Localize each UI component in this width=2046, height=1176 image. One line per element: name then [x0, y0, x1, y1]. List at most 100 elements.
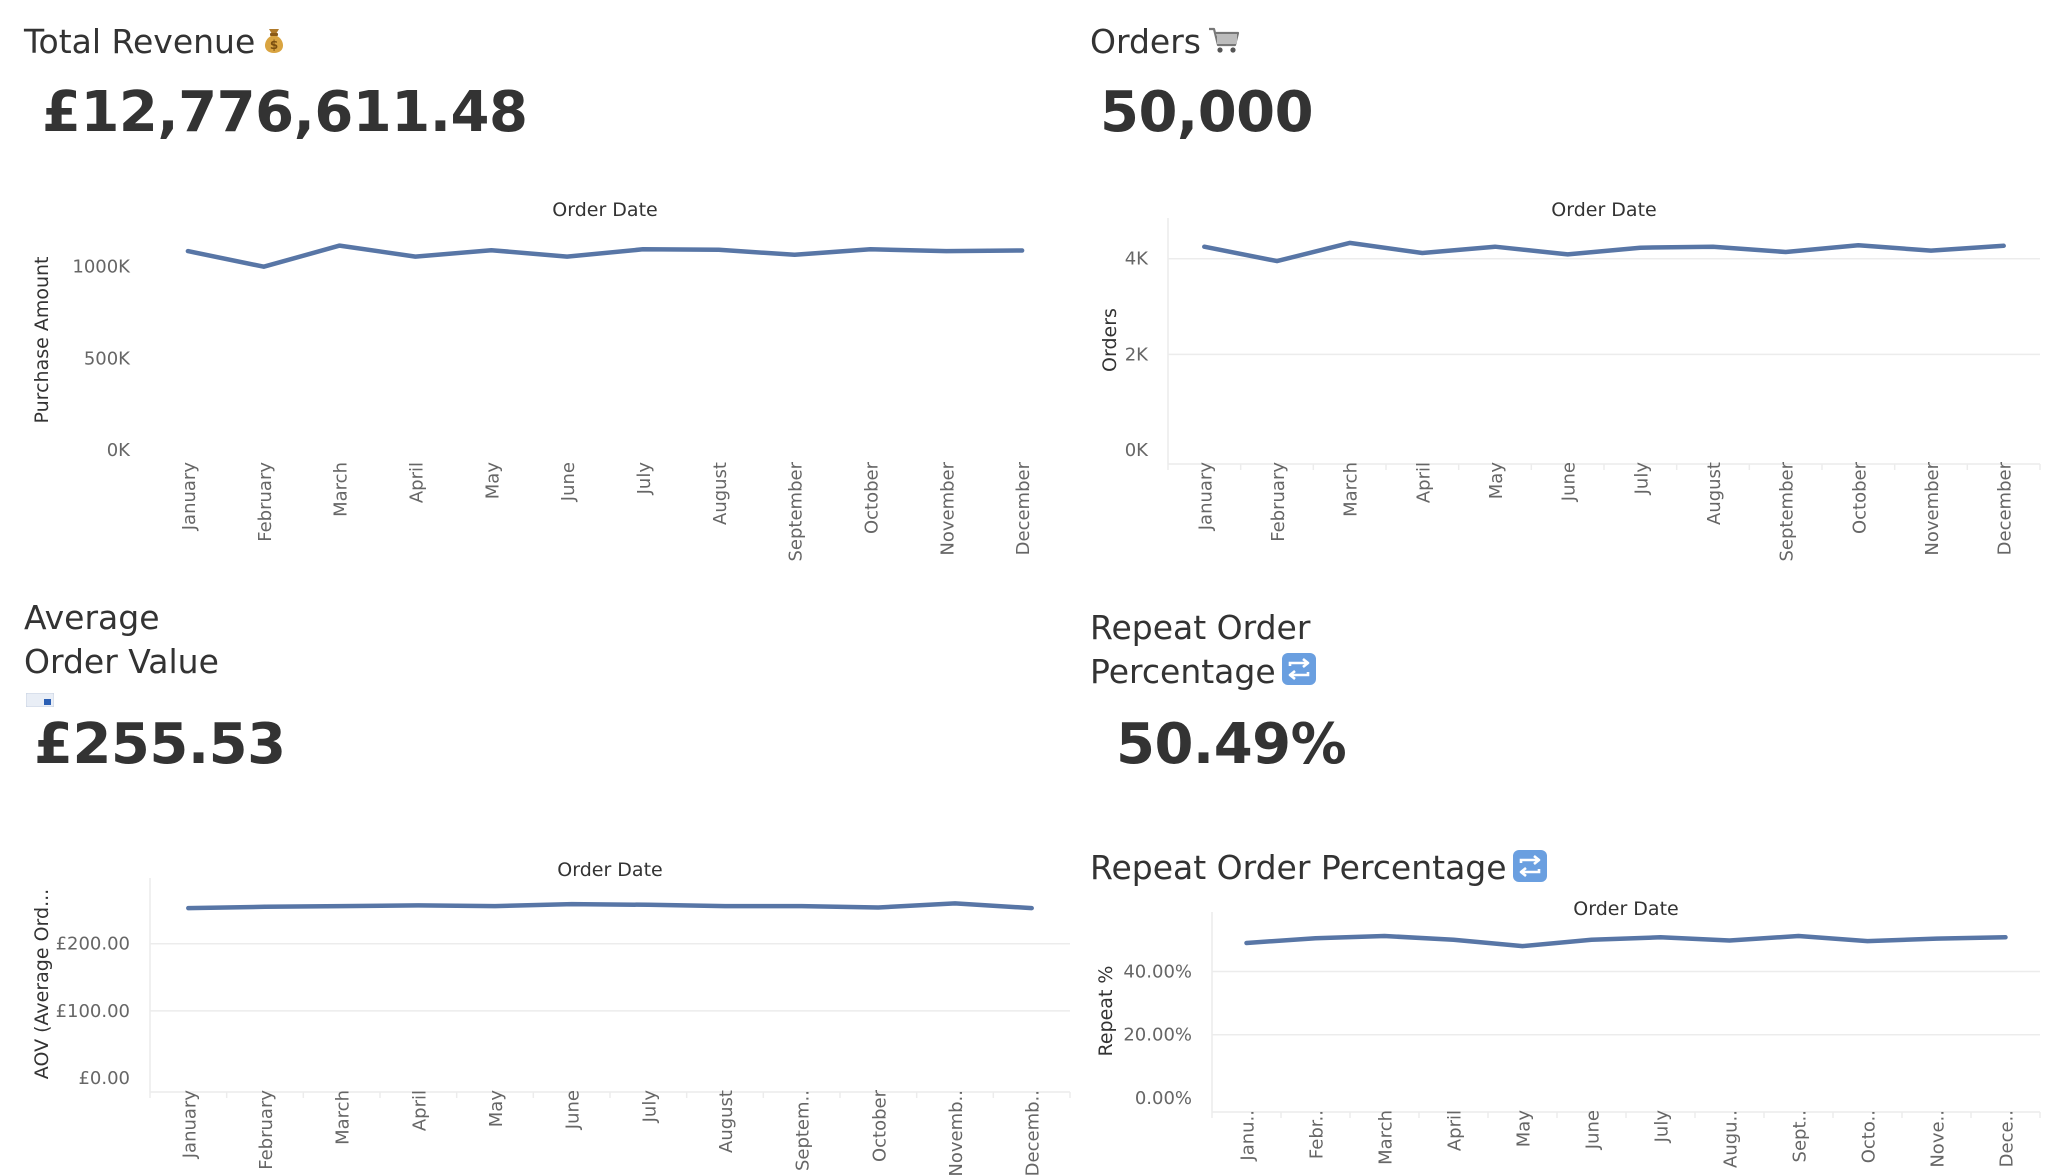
data-point[interactable] — [948, 896, 962, 910]
x-tick-label: Febr.. — [1307, 1110, 1328, 1159]
data-point[interactable] — [1447, 933, 1461, 947]
data-point[interactable] — [1654, 930, 1668, 944]
aov-line-chart: Order Date AOV (Average Ord... £0.00 £100.0… — [31, 859, 1071, 1176]
aov-value: £255.53 — [34, 712, 286, 777]
data-point[interactable] — [1488, 240, 1502, 254]
x-axis-title: Order Date — [557, 859, 662, 881]
data-point[interactable] — [488, 899, 502, 913]
x-tick-label: May — [1514, 1110, 1535, 1148]
data-point[interactable] — [1561, 247, 1575, 261]
x-tick-label: January — [179, 1090, 200, 1160]
x-tick-label: Nove.. — [1928, 1110, 1949, 1168]
x-tick-label: June — [1583, 1110, 1604, 1150]
data-point[interactable] — [1025, 901, 1039, 915]
data-point[interactable] — [939, 244, 953, 258]
x-tick-label: February — [1268, 462, 1289, 542]
y-axis-title: Orders — [1099, 308, 1121, 372]
y-tick-label: £200.00 — [56, 934, 130, 955]
data-point[interactable] — [1585, 933, 1599, 947]
data-point[interactable] — [1378, 929, 1392, 943]
shopping-cart-icon — [1207, 22, 1241, 66]
x-tick-label: December — [1013, 461, 1034, 555]
x-tick-label: July — [634, 462, 655, 496]
data-point[interactable] — [1516, 939, 1530, 953]
x-tick-label: Decemb.. — [1023, 1090, 1044, 1176]
data-point[interactable] — [795, 899, 809, 913]
x-tick-label: May — [482, 462, 503, 500]
x-tick-label: April — [406, 462, 427, 503]
x-axis-title: Order Date — [1573, 898, 1678, 920]
data-point[interactable] — [257, 260, 271, 274]
y-tick-label: 0.00% — [1135, 1088, 1192, 1109]
data-point[interactable] — [1861, 934, 1875, 948]
data-point[interactable] — [1240, 936, 1254, 950]
data-point[interactable] — [1197, 240, 1211, 254]
repeat-chart-title-text: Repeat Order Percentage — [1090, 848, 1507, 887]
series-line — [1244, 933, 2008, 949]
data-point[interactable] — [1415, 246, 1429, 260]
series-line — [186, 901, 1034, 911]
data-point[interactable] — [788, 248, 802, 262]
x-tick-label: October — [1849, 461, 1870, 534]
data-point[interactable] — [1999, 930, 2013, 944]
data-point[interactable] — [411, 898, 425, 912]
x-tick-label: May — [1486, 462, 1507, 500]
data-point[interactable] — [871, 900, 885, 914]
data-point[interactable] — [258, 900, 272, 914]
x-tick-label: Sept.. — [1790, 1110, 1811, 1162]
x-tick-label: September — [786, 461, 807, 561]
money-bag-icon: $ — [261, 22, 287, 66]
data-point[interactable] — [1792, 929, 1806, 943]
data-point[interactable] — [1723, 933, 1737, 947]
revenue-line-chart: Order Date Purchase Amount 0K 500K 1000K Janu… — [31, 199, 1034, 562]
data-point[interactable] — [335, 899, 349, 913]
x-tick-label: Septem.. — [793, 1090, 814, 1171]
x-tick-label: July — [1631, 462, 1652, 496]
data-point[interactable] — [560, 250, 574, 264]
data-point[interactable] — [718, 899, 732, 913]
series-line — [185, 243, 1025, 269]
x-tick-label: July — [639, 1090, 660, 1124]
x-tick-label: May — [486, 1090, 507, 1128]
data-point[interactable] — [636, 242, 650, 256]
x-tick-label: March — [333, 1090, 354, 1145]
data-point[interactable] — [1779, 245, 1793, 259]
repeat-title: Repeat Order Percentage — [1090, 606, 1316, 696]
orders-line-chart: Order Date Orders 0K 2K 4K January February Mar… — [1099, 199, 2041, 562]
data-point[interactable] — [1633, 241, 1647, 255]
x-tick-label: February — [255, 462, 276, 542]
data-point[interactable] — [408, 250, 422, 264]
svg-text:$: $ — [270, 38, 278, 52]
data-point[interactable] — [1309, 931, 1323, 945]
x-tick-label: Augu.. — [1721, 1110, 1742, 1168]
repeat-title-line2: Percentage — [1090, 652, 1276, 691]
data-point[interactable] — [641, 898, 655, 912]
y-tick-label: 0K — [1125, 440, 1149, 461]
data-point[interactable] — [333, 239, 347, 253]
x-tick-label: January — [1195, 462, 1216, 532]
total-revenue-title-text: Total Revenue — [24, 22, 256, 61]
data-point[interactable] — [863, 242, 877, 256]
data-point[interactable] — [712, 243, 726, 257]
data-point[interactable] — [1924, 244, 1938, 258]
x-tick-label: August — [710, 462, 731, 525]
data-point[interactable] — [565, 897, 579, 911]
x-tick-label: Janu.. — [1238, 1110, 1259, 1162]
x-tick-label: June — [563, 1090, 584, 1130]
data-point[interactable] — [1997, 239, 2011, 253]
data-point[interactable] — [1015, 244, 1029, 258]
orders-value: 50,000 — [1100, 80, 1314, 145]
data-point[interactable] — [1851, 238, 1865, 252]
data-point[interactable] — [181, 244, 195, 258]
x-tick-label: June — [1559, 462, 1580, 502]
data-point[interactable] — [1706, 240, 1720, 254]
data-point[interactable] — [484, 243, 498, 257]
x-tick-label: April — [409, 1090, 430, 1131]
data-point[interactable] — [1930, 932, 1944, 946]
data-point[interactable] — [1270, 254, 1284, 268]
total-revenue-title: Total Revenue $ — [24, 20, 287, 66]
y-tick-label: 20.00% — [1123, 1025, 1192, 1046]
data-point[interactable] — [1343, 236, 1357, 250]
data-point[interactable] — [181, 901, 195, 915]
x-tick-label: Dece.. — [1997, 1110, 2018, 1167]
